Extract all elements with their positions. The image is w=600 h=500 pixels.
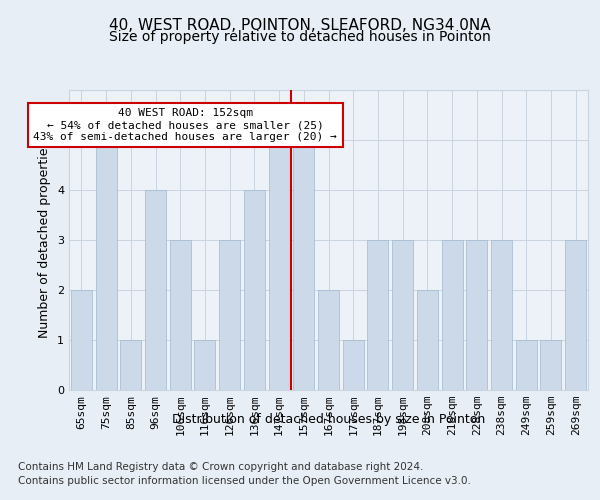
Bar — [565, 240, 586, 390]
Bar — [170, 240, 191, 390]
Bar — [219, 240, 240, 390]
Bar — [120, 340, 141, 390]
Text: Size of property relative to detached houses in Pointon: Size of property relative to detached ho… — [109, 30, 491, 44]
Bar — [417, 290, 438, 390]
Bar — [516, 340, 537, 390]
Bar — [541, 340, 562, 390]
Text: 40 WEST ROAD: 152sqm
← 54% of detached houses are smaller (25)
43% of semi-detac: 40 WEST ROAD: 152sqm ← 54% of detached h… — [33, 108, 337, 142]
Bar — [491, 240, 512, 390]
Bar — [145, 190, 166, 390]
Bar — [392, 240, 413, 390]
Bar — [293, 140, 314, 390]
Bar — [71, 290, 92, 390]
Bar — [269, 140, 290, 390]
Bar — [343, 340, 364, 390]
Bar — [367, 240, 388, 390]
Bar — [466, 240, 487, 390]
Text: Contains public sector information licensed under the Open Government Licence v3: Contains public sector information licen… — [18, 476, 471, 486]
Text: Distribution of detached houses by size in Pointon: Distribution of detached houses by size … — [172, 412, 485, 426]
Bar — [95, 140, 116, 390]
Bar — [318, 290, 339, 390]
Bar — [194, 340, 215, 390]
Bar — [442, 240, 463, 390]
Bar — [244, 190, 265, 390]
Y-axis label: Number of detached properties: Number of detached properties — [38, 142, 52, 338]
Text: 40, WEST ROAD, POINTON, SLEAFORD, NG34 0NA: 40, WEST ROAD, POINTON, SLEAFORD, NG34 0… — [109, 18, 491, 32]
Text: Contains HM Land Registry data © Crown copyright and database right 2024.: Contains HM Land Registry data © Crown c… — [18, 462, 424, 472]
